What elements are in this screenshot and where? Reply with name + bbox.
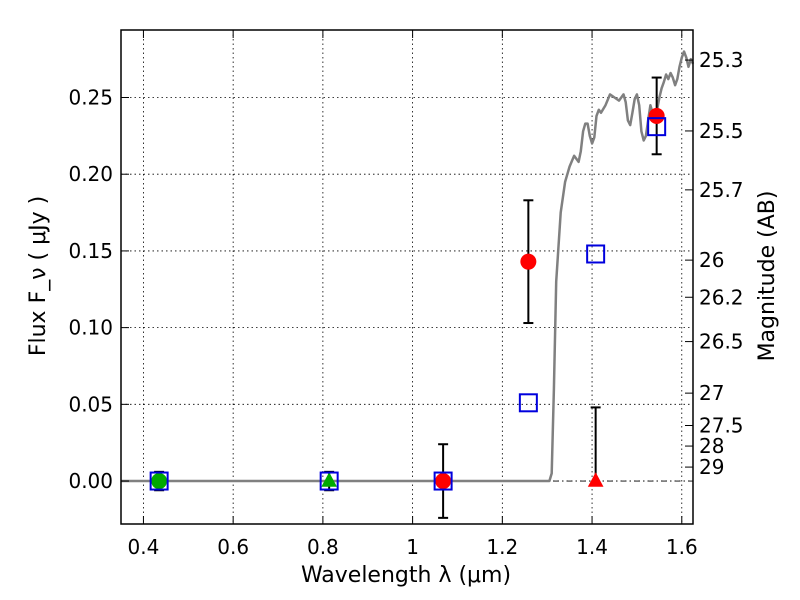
x-tick-label: 0.4 [128, 535, 160, 559]
y-tick-label: 0.00 [68, 469, 113, 493]
x-axis-label: Wavelength λ (μm) [301, 563, 511, 588]
right-tick-label: 25.3 [699, 48, 744, 72]
y-tick-label: 0.25 [68, 86, 113, 110]
error-bar [590, 406, 601, 482]
data-point-circle [520, 253, 537, 270]
right-tick-label: 26.5 [699, 330, 744, 354]
plot-frame [120, 29, 694, 525]
x-tick-label: 1.6 [666, 535, 698, 559]
right-tick-label: 28 [699, 434, 724, 458]
data-point-triangle [587, 472, 604, 487]
right-tick-label: 26.2 [699, 285, 744, 309]
right-tick-label: 27 [699, 381, 724, 405]
data-point-circle [648, 107, 665, 124]
y-tick-label: 0.20 [68, 162, 113, 186]
y-tick-label: 0.15 [68, 239, 113, 263]
data-point-square [647, 117, 667, 137]
data-point-square [433, 471, 453, 491]
right-tick-label: 25.7 [699, 178, 744, 202]
right-tick-label: 27.5 [699, 414, 744, 438]
right-tick-label: 29 [699, 455, 724, 479]
x-tick-label: 1.4 [576, 535, 608, 559]
data-point-square [518, 393, 538, 413]
data-point-square [319, 471, 339, 491]
x-tick-label: 1.2 [486, 535, 518, 559]
data-point-circle [151, 473, 168, 490]
data-point-circle [435, 473, 452, 490]
right-tick-label: 26 [699, 248, 724, 272]
right-tick-label: 25.5 [699, 119, 744, 143]
right-axis-label: Magnitude (AB) [755, 191, 780, 362]
x-tick-label: 1 [406, 535, 419, 559]
x-tick-label: 0.8 [307, 535, 339, 559]
y-tick-label: 0.05 [68, 392, 113, 416]
x-tick-label: 0.6 [217, 535, 249, 559]
data-point-triangle [321, 472, 338, 487]
model-spectrum-line [121, 50, 695, 483]
plot-area [121, 50, 695, 519]
y-tick-label: 0.10 [68, 316, 113, 340]
data-point-square [149, 471, 169, 491]
data-point-square [586, 244, 606, 264]
axis-ticks: 0.4 0.6 0.8 1 1.2 1.4 1.6 0.00 0.05 0.10 0.15 0.20 0… [68, 30, 744, 559]
y-axis-label: Flux F_ν ( μJy ) [26, 196, 51, 356]
